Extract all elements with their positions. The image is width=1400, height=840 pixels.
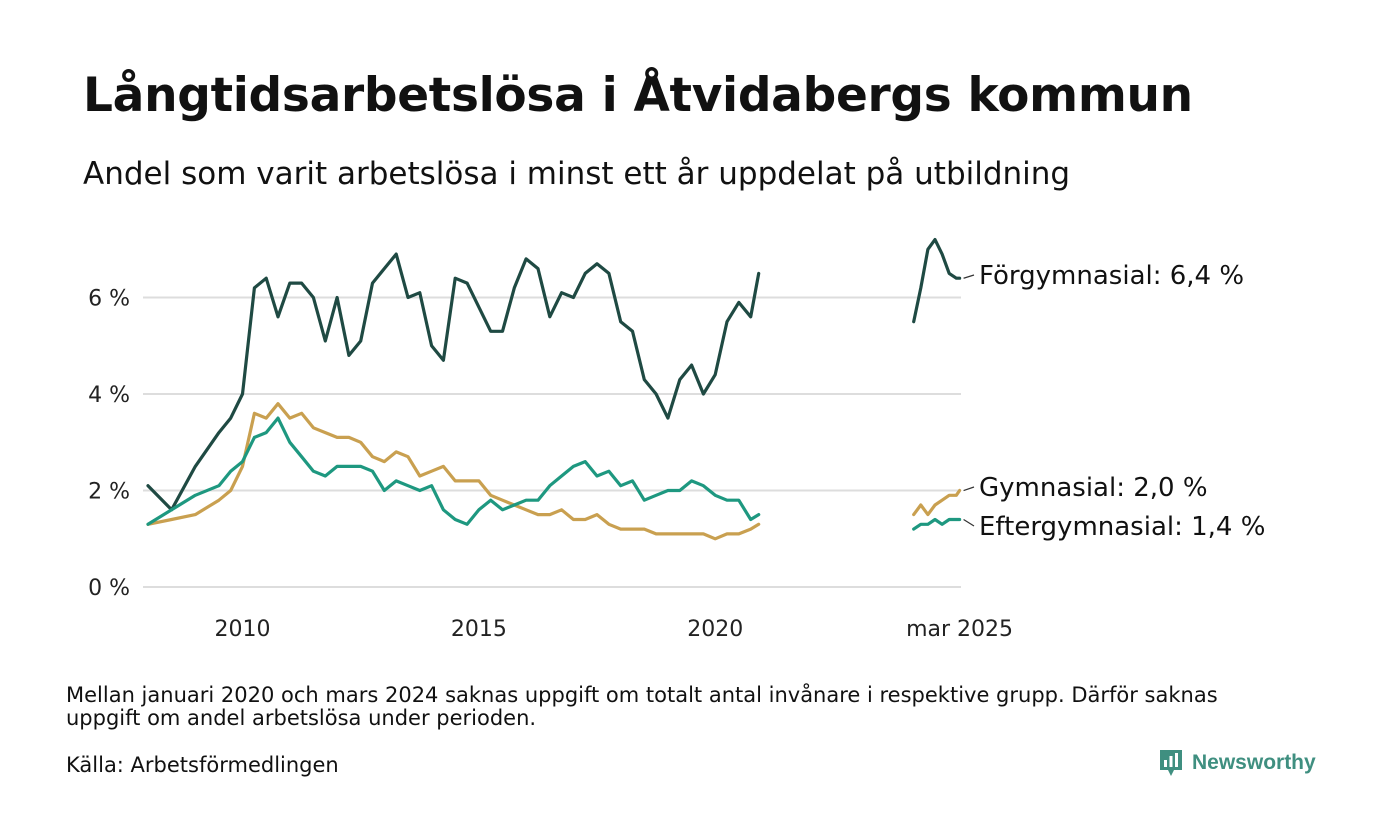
axis-labels: 0 % 2 % 4 % 6 % 2010 2015 2020 mar 2025 xyxy=(88,287,1013,642)
end-labels: Förgymnasial: 6,4 % Gymnasial: 2,0 % Efter… xyxy=(963,261,1265,542)
line-chart: 0 % 2 % 4 % 6 % 2010 2015 2020 mar 2025 Förgymn… xyxy=(88,238,1265,642)
end-label-förgymnasial: Förgymnasial: 6,4 % xyxy=(979,261,1244,291)
series-line-eftergymnasial xyxy=(146,416,761,526)
series-line-förgymnasial xyxy=(912,238,962,324)
y-tick-label: 2 % xyxy=(88,480,130,505)
chart-title: Långtidsarbetslösa i Åtvidabergs kommun xyxy=(83,68,1193,123)
label-connector xyxy=(963,518,975,527)
label-connector xyxy=(963,486,975,492)
series-line-gymnasial xyxy=(912,488,962,517)
y-tick-label: 4 % xyxy=(88,383,130,408)
series-lines xyxy=(146,238,962,541)
x-tick-label: 2010 xyxy=(215,617,271,642)
newsworthy-logo[interactable]: Newsworthy xyxy=(1158,748,1316,778)
chart-subtitle: Andel som varit arbetslösa i minst ett å… xyxy=(83,156,1071,192)
label-connector xyxy=(963,274,975,279)
y-tick-label: 6 % xyxy=(88,287,130,312)
brand-name: Newsworthy xyxy=(1192,751,1316,774)
series-line-eftergymnasial xyxy=(912,517,962,531)
gridlines xyxy=(143,296,961,588)
source-text: Källa: Arbetsförmedlingen xyxy=(66,753,339,777)
x-tick-label: 2020 xyxy=(687,617,743,642)
chart-note: Mellan januari 2020 och mars 2024 saknas… xyxy=(66,683,1218,730)
x-tick-label: mar 2025 xyxy=(906,617,1013,642)
series-line-gymnasial xyxy=(146,402,761,541)
series-line-förgymnasial xyxy=(146,252,761,512)
end-label-eftergymnasial: Eftergymnasial: 1,4 % xyxy=(979,512,1265,542)
end-label-gymnasial: Gymnasial: 2,0 % xyxy=(979,473,1208,503)
y-tick-label: 0 % xyxy=(88,576,130,601)
x-tick-label: 2015 xyxy=(451,617,507,642)
newsworthy-icon xyxy=(1160,750,1182,776)
